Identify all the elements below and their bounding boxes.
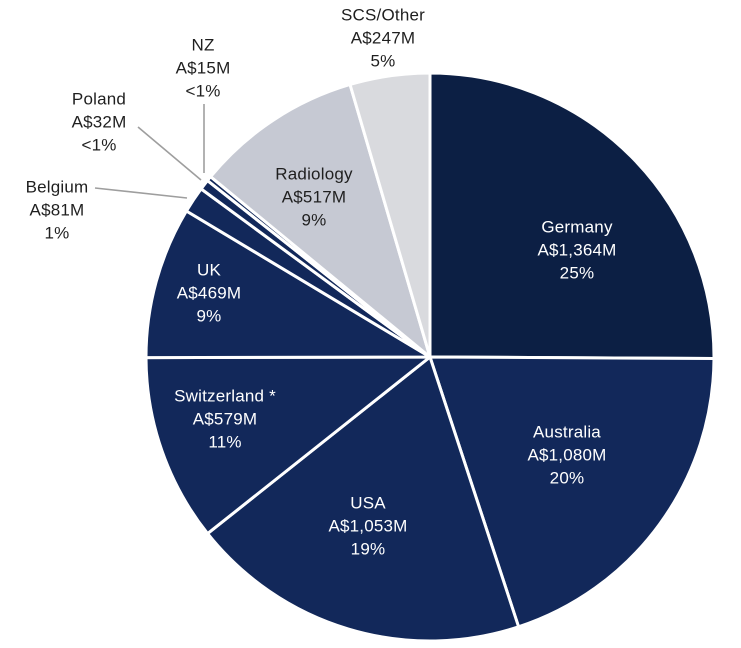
pie-slice-radiology [209,82,432,359]
slice-label-scs-other: SCS/Other A$247M 5% [341,4,425,73]
slice-label-belgium: Belgium A$81M 1% [26,176,89,245]
pie-slice-switzerland [144,355,432,536]
slice-name: Switzerland * [174,386,276,406]
slice-name: NZ [191,35,215,55]
slice-label-usa: USA A$1,053M 19% [328,492,407,561]
slice-value: A$15M [175,58,231,78]
slice-value: A$247M [350,28,416,48]
slice-value: A$579M [192,409,258,429]
slice-value: A$517M [281,187,347,207]
leader-line-poland [137,126,202,181]
pie-slice-scs-other [348,71,432,359]
pie-slices-group [144,71,716,643]
slice-label-switzerland: Switzerland * A$579M 11% [174,385,276,454]
slice-name: USA [350,493,386,513]
slice-pct: 5% [370,51,396,71]
slice-name: Australia [533,422,601,442]
slice-value: A$469M [176,283,242,303]
slice-label-radiology: Radiology A$517M 9% [275,163,352,232]
slice-value: A$81M [29,200,85,220]
slice-name: SCS/Other [341,5,425,25]
slice-pct: 9% [301,210,327,230]
slice-pct: 25% [559,263,595,283]
slice-pct: 1% [44,223,70,243]
slice-value: A$1,053M [328,516,408,536]
slice-label-poland: Poland A$32M <1% [72,88,127,157]
slice-name: UK [196,260,222,280]
slice-pct: <1% [185,81,221,101]
slice-pct: <1% [81,135,117,155]
slice-pct: 9% [196,306,222,326]
slice-value: A$1,080M [527,445,607,465]
pie-slice-uk [144,209,432,360]
slice-pct: 19% [350,539,386,559]
slice-label-nz: NZ A$15M <1% [176,34,231,103]
slice-value: A$32M [71,112,127,132]
leader-line-belgium [94,187,188,199]
slice-label-australia: Australia A$1,080M 20% [527,421,606,490]
slice-name: Poland [71,89,127,109]
slice-name: Belgium [25,177,89,197]
slice-label-uk: UK A$469M 9% [177,259,242,328]
slice-pct: 11% [208,432,242,452]
slice-name: Germany [541,217,613,237]
slice-value: A$1,364M [537,240,617,260]
slice-label-germany: Germany A$1,364M 25% [537,216,616,285]
pie-slice-germany [428,71,716,361]
leader-lines-group [94,104,205,199]
pie-slice-australia [428,355,716,629]
pie-slice-usa [206,355,521,643]
slice-name: Radiology [275,164,353,184]
slice-pct: 20% [549,468,585,488]
